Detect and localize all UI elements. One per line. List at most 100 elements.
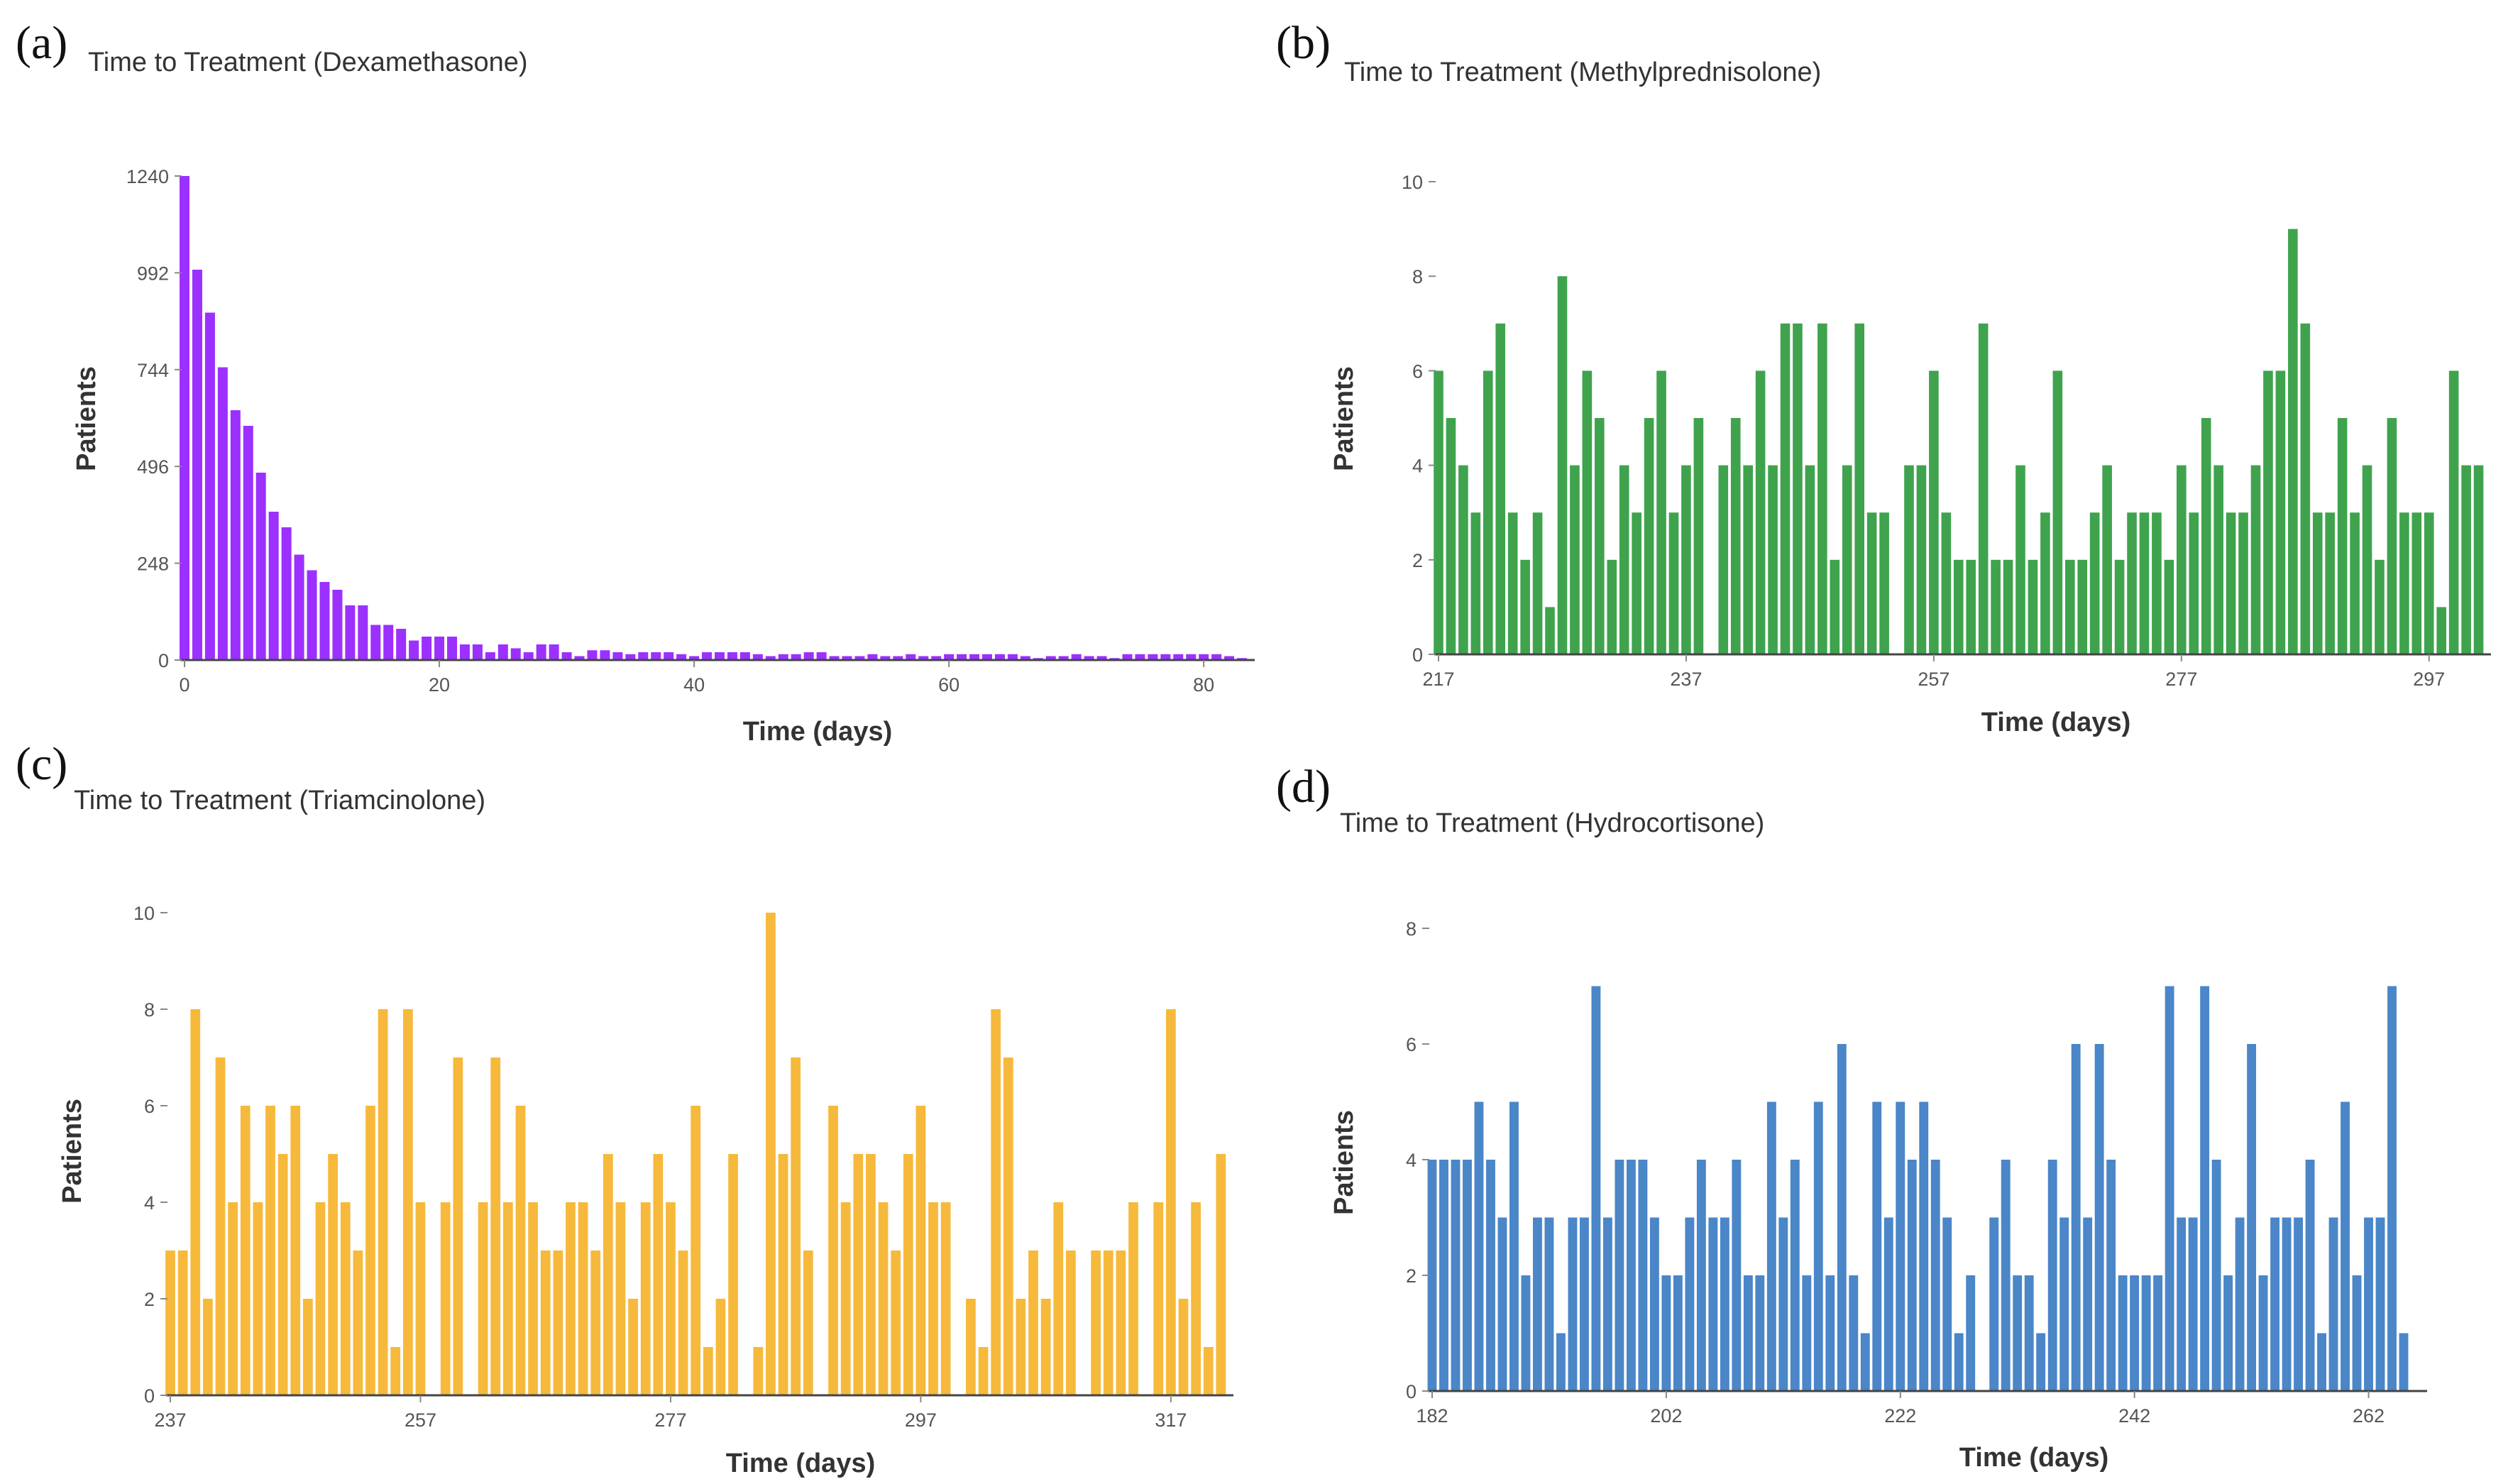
plot-area-b: 217 237 257 277 297 0 2 4 6 8 10 <box>1402 172 2491 690</box>
bar <box>625 654 636 660</box>
bar <box>791 654 801 660</box>
bar <box>1602 1217 1612 1391</box>
bar <box>2258 1275 2268 1391</box>
panel-a: (a) Time to Treatment (Dexamethasone) Pa… <box>16 17 1255 747</box>
bar <box>383 625 394 660</box>
bar <box>915 1106 926 1395</box>
bar <box>2015 465 2025 654</box>
bar <box>1966 1275 1976 1391</box>
bar <box>651 652 661 660</box>
x-tick-label: 257 <box>405 1409 436 1431</box>
bar <box>2226 512 2236 654</box>
x-tick-label: 182 <box>1416 1405 1448 1427</box>
bar <box>2247 1044 2257 1391</box>
bar <box>1520 559 1530 654</box>
bar <box>928 1202 938 1395</box>
bar <box>2294 1217 2303 1391</box>
y-tick-label: 10 <box>1402 172 1423 193</box>
bar <box>1509 1101 1519 1391</box>
bar <box>638 652 649 660</box>
bar <box>281 527 292 660</box>
x-tick-label: 60 <box>938 674 959 696</box>
bar <box>536 644 546 660</box>
y-tick-label: 10 <box>133 903 155 924</box>
bar <box>1556 1333 1566 1391</box>
bar <box>1929 370 1939 654</box>
bar <box>1463 1160 1472 1391</box>
x-tick-label: 277 <box>2165 669 2197 690</box>
bar <box>307 570 317 660</box>
bar <box>2071 1044 2081 1391</box>
bar <box>1007 654 1018 660</box>
y-tick-label: 248 <box>137 554 169 575</box>
bar <box>1084 656 1094 660</box>
bar <box>2411 512 2422 654</box>
chart-title-d: Time to Treatment (Hydrocortisone) <box>1340 808 1764 838</box>
bar <box>867 654 878 660</box>
bar <box>1942 1217 1952 1391</box>
bar <box>2288 229 2298 655</box>
bar <box>2153 1275 2163 1391</box>
bar <box>1607 559 1617 654</box>
bar <box>1211 654 1222 660</box>
bar <box>1160 654 1171 660</box>
bar <box>2375 559 2385 654</box>
bar <box>253 1202 263 1395</box>
bar <box>255 473 266 660</box>
bar <box>574 656 585 660</box>
bar <box>1557 276 1568 654</box>
bar <box>1817 323 1827 654</box>
bar <box>944 654 955 660</box>
chart-title-a: Time to Treatment (Dexamethasone) <box>88 48 528 77</box>
bar <box>2165 986 2174 1391</box>
bar <box>1582 370 1593 654</box>
bar <box>2003 559 2013 654</box>
bar <box>1661 1275 1671 1391</box>
bar <box>752 654 763 660</box>
bar <box>1153 1202 1164 1395</box>
x-tick-label: 297 <box>2413 669 2445 690</box>
bar <box>966 1299 976 1395</box>
bar <box>1919 1101 1929 1391</box>
bar <box>640 1202 651 1395</box>
bar <box>1474 1101 1484 1391</box>
bar <box>2052 370 2063 654</box>
bar <box>1966 559 1976 654</box>
bar <box>265 1106 275 1395</box>
bar <box>2139 512 2150 654</box>
bar <box>1427 1160 1437 1391</box>
bar <box>1148 654 1158 660</box>
bar <box>1178 1299 1189 1395</box>
bar <box>434 637 445 660</box>
bar <box>2089 512 2100 654</box>
bar <box>1708 1217 1718 1391</box>
bar <box>803 1251 813 1395</box>
bar <box>1941 512 1952 654</box>
x-axis-label-b: Time (days) <box>1981 708 2130 737</box>
x-tick-label: 217 <box>1422 669 1454 690</box>
bar <box>603 1154 613 1395</box>
bar <box>1907 1160 1917 1391</box>
bar <box>1854 323 1865 654</box>
x-tick-label: 242 <box>2118 1405 2150 1427</box>
bar <box>409 640 419 660</box>
bar <box>1199 654 1209 660</box>
bar <box>2177 1217 2187 1391</box>
bar <box>2275 370 2286 654</box>
bar <box>2188 1217 2198 1391</box>
bar <box>353 1251 363 1395</box>
bar <box>978 1347 989 1395</box>
bar <box>378 1009 388 1395</box>
panel-c: (c) Time to Treatment (Triamcinolone) Pa… <box>16 738 1233 1478</box>
bar <box>1066 1251 1076 1395</box>
plot-area-c: 237 257 277 297 317 0 2 4 6 8 10 <box>133 903 1233 1431</box>
bar <box>2362 465 2372 654</box>
bar <box>478 1202 488 1395</box>
bar <box>991 1009 1001 1395</box>
x-tick-label: 257 <box>1918 669 1949 690</box>
bar <box>1693 418 1704 654</box>
panel-letter-a: (a) <box>16 17 67 69</box>
bar <box>2282 1217 2292 1391</box>
x-tick-label: 202 <box>1650 1405 1682 1427</box>
bar <box>765 656 776 660</box>
